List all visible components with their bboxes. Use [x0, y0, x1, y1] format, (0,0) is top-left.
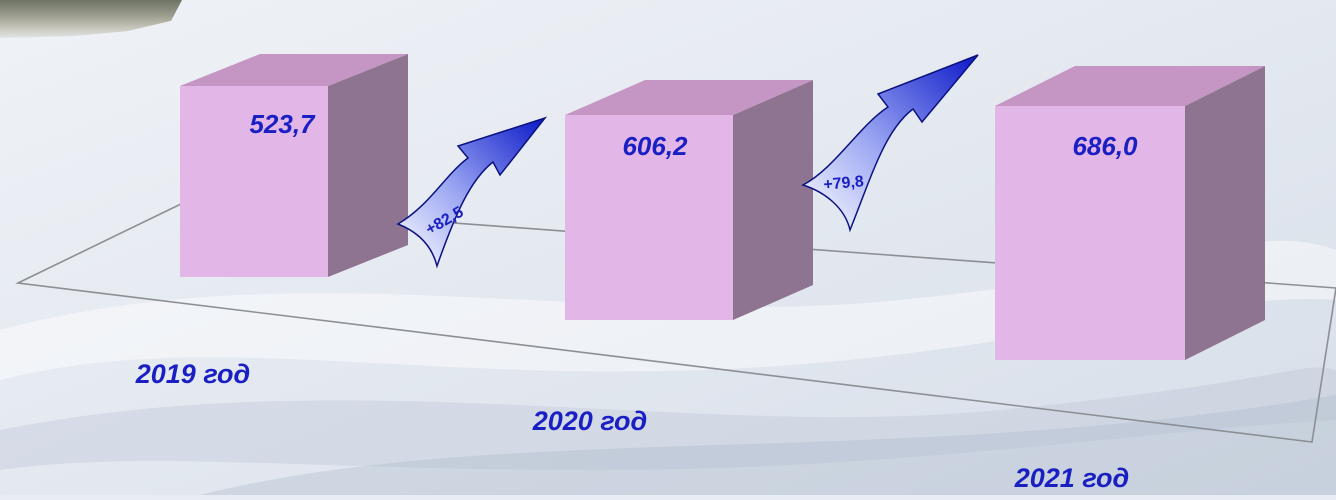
arrow-up-icon [801, 54, 979, 233]
category-label: 2020 год [532, 406, 648, 436]
category-label: 2021 год [1014, 463, 1130, 493]
bar-3: 686,0 [995, 66, 1265, 360]
bar-top [180, 54, 408, 86]
bar-1: 523,7 [180, 54, 408, 277]
delta-arrow-2: +79,8 [801, 54, 979, 233]
bar-top [995, 66, 1265, 106]
floor-plane [15, 202, 1336, 443]
bar-front [995, 106, 1185, 360]
bar-side [733, 80, 813, 320]
bar-front [565, 115, 733, 320]
category-labels: 2019 год 2020 год 2021 год [135, 359, 1130, 493]
data-label: 606,2 [622, 131, 688, 161]
bar-front [180, 86, 328, 277]
data-label: 523,7 [249, 109, 316, 139]
bar-side [328, 54, 408, 277]
arrow-up-icon [396, 116, 548, 269]
bars: 523,7 606,2 686,0 [180, 54, 1265, 360]
data-label: 686,0 [1072, 131, 1138, 161]
category-label: 2019 год [135, 359, 251, 389]
bar-2: 606,2 [565, 80, 813, 320]
bar-side [1185, 66, 1265, 360]
bar-top [565, 80, 813, 115]
delta-label: +79,8 [823, 173, 865, 193]
